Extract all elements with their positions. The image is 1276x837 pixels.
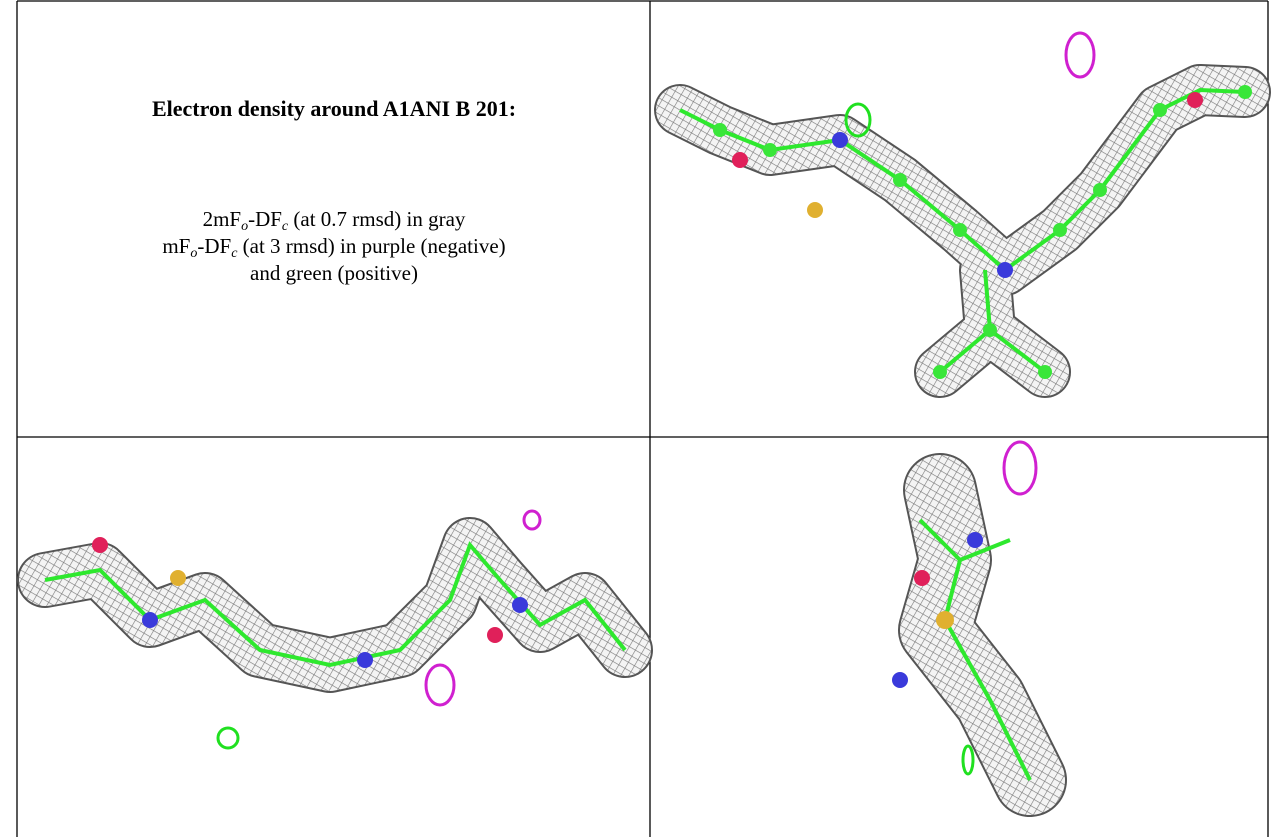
density-view-3 xyxy=(892,440,1067,817)
caption-line: mFo-DFc (at 3 rmsd) in purple (negative) xyxy=(18,233,650,261)
positive-density xyxy=(961,744,975,776)
caption-title: Electron density around A1ANI B 201: xyxy=(151,96,517,121)
atom-n xyxy=(997,262,1013,278)
caption-text: and green (positive) xyxy=(250,261,418,285)
caption-text: (at 0.7 rmsd) in gray xyxy=(288,207,466,231)
caption-cell: Electron density around A1ANI B 201: 2mF… xyxy=(18,0,650,437)
atoms xyxy=(713,85,1252,379)
atom-n xyxy=(142,612,158,628)
subscript: o xyxy=(241,219,249,234)
caption-line: and green (positive) xyxy=(18,260,650,287)
caption-text: -DF xyxy=(248,207,282,231)
negative-density xyxy=(1002,440,1038,496)
negative-density xyxy=(1064,31,1096,79)
atom-o xyxy=(92,537,108,553)
atom-o xyxy=(914,570,930,586)
atom-s xyxy=(807,202,823,218)
table-borders xyxy=(16,0,1269,837)
density-view-2 xyxy=(17,509,653,750)
subscript: c xyxy=(231,246,238,261)
mesh xyxy=(900,455,1065,815)
negative-density xyxy=(424,663,456,707)
atom-o xyxy=(732,152,748,168)
caption-line: 2mFo-DFc (at 0.7 rmsd) in gray xyxy=(18,206,650,234)
subscript: o xyxy=(190,246,198,261)
caption-text: 2mF xyxy=(202,207,242,231)
atom-s xyxy=(170,570,186,586)
atom-n xyxy=(832,132,848,148)
positive-density xyxy=(216,726,240,750)
atom-n xyxy=(892,672,908,688)
atom-n xyxy=(967,532,983,548)
negative-density xyxy=(522,509,542,531)
subscript: c xyxy=(281,219,289,234)
caption-text: -DF xyxy=(197,234,232,258)
caption-text: (at 3 rmsd) in purple (negative) xyxy=(237,234,506,258)
atom-o xyxy=(1187,92,1203,108)
density-view-1 xyxy=(654,31,1271,398)
atom-n xyxy=(357,652,373,668)
atom-n xyxy=(512,597,528,613)
atom-s xyxy=(936,611,954,629)
caption-lines: 2mFo-DFc (at 0.7 rmsd) in gray mFo-DFc (a… xyxy=(18,206,650,287)
atom-o xyxy=(487,627,503,643)
positive-density xyxy=(844,102,872,138)
caption-text: mF xyxy=(162,234,191,258)
